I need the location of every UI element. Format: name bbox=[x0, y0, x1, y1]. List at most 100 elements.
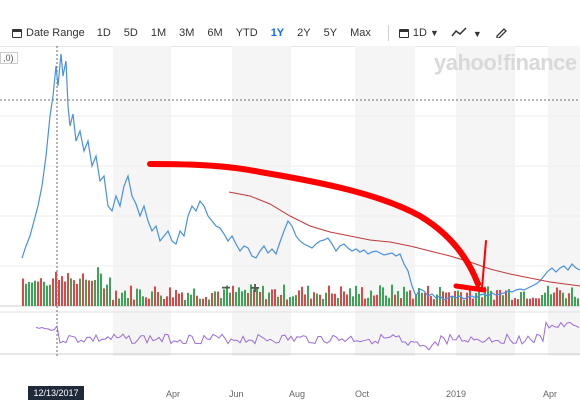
volume-bar bbox=[184, 299, 186, 306]
volume-bar bbox=[370, 290, 372, 306]
volume-bar bbox=[490, 290, 492, 306]
volume-bar bbox=[316, 293, 318, 306]
volume-bar bbox=[214, 291, 216, 306]
volume-bar bbox=[472, 298, 474, 306]
chevron-down-icon: ▼ bbox=[429, 28, 439, 38]
annotation-arrow-head-vertical bbox=[481, 240, 487, 289]
volume-bar bbox=[97, 267, 99, 306]
volume-bar bbox=[394, 294, 396, 306]
volume-bar bbox=[463, 299, 465, 306]
volume-bar bbox=[202, 298, 204, 306]
volume-bar bbox=[385, 295, 387, 306]
volume-bar bbox=[70, 278, 72, 306]
range-3m[interactable]: 3M bbox=[179, 27, 195, 39]
volume-bar bbox=[520, 292, 522, 306]
volume-bar bbox=[466, 292, 468, 306]
x-label-2019: 2019 bbox=[446, 389, 467, 399]
volume-bar bbox=[421, 292, 423, 306]
volume-bar bbox=[376, 294, 378, 306]
x-label-oct: Oct bbox=[355, 389, 370, 399]
volume-bar bbox=[337, 297, 339, 306]
range-1m[interactable]: 1M bbox=[150, 27, 167, 39]
range-1d[interactable]: 1D bbox=[96, 27, 111, 39]
volume-bar bbox=[49, 284, 51, 306]
volume-bar bbox=[235, 292, 237, 306]
volume-bar bbox=[274, 289, 276, 306]
volume-bar bbox=[307, 285, 309, 306]
volume-bar bbox=[352, 296, 354, 306]
volume-bar bbox=[223, 289, 225, 306]
zoom-out-button[interactable]: − bbox=[221, 280, 231, 297]
volume-bar bbox=[397, 291, 399, 306]
line-chart-icon bbox=[451, 26, 467, 36]
volume-bar bbox=[493, 299, 495, 306]
range-1y[interactable]: 1Y bbox=[270, 27, 285, 39]
volume-bar bbox=[277, 296, 279, 306]
y-value-label: ,0) bbox=[0, 52, 18, 64]
chart-type-dropdown[interactable]: ▼ bbox=[451, 26, 482, 40]
volume-bar bbox=[106, 284, 108, 306]
range-6m[interactable]: 6M bbox=[207, 27, 223, 39]
zoom-in-button[interactable]: + bbox=[250, 280, 260, 297]
volume-bar bbox=[562, 292, 564, 306]
price-line bbox=[21, 53, 580, 301]
volume-bar bbox=[364, 298, 366, 306]
volume-bar bbox=[514, 298, 516, 306]
volume-bar bbox=[460, 292, 462, 306]
volume-bar bbox=[157, 292, 159, 306]
range-max[interactable]: Max bbox=[350, 27, 371, 39]
volume-bar bbox=[340, 286, 342, 306]
volume-bar bbox=[85, 279, 87, 306]
volume-bar bbox=[61, 276, 63, 306]
volume-bar bbox=[529, 298, 531, 306]
price-chart[interactable] bbox=[0, 46, 580, 356]
volume-bar bbox=[532, 297, 534, 306]
volume-bar bbox=[52, 278, 54, 306]
volume-bar bbox=[109, 277, 111, 306]
volume-bar bbox=[100, 273, 102, 306]
volume-bar bbox=[244, 289, 246, 306]
volume-bar bbox=[34, 280, 36, 306]
volume-bar bbox=[505, 290, 507, 306]
volume-bar bbox=[133, 299, 135, 306]
date-range-button[interactable]: Date Range bbox=[12, 27, 85, 39]
annotation-arrow-stroke bbox=[147, 161, 481, 287]
chart-toolbar: Date Range 1D 5D 1M 3M 6M YTD 1Y 2Y 5Y M… bbox=[0, 20, 580, 47]
volume-bar bbox=[115, 290, 117, 306]
volume-bar bbox=[67, 273, 69, 306]
volume-bar bbox=[166, 296, 168, 306]
volume-bar bbox=[103, 288, 105, 306]
volume-bar bbox=[55, 271, 57, 306]
volume-bar bbox=[406, 291, 408, 306]
volume-bar bbox=[37, 281, 39, 306]
range-5y[interactable]: 5Y bbox=[323, 27, 338, 39]
volume-bar bbox=[535, 298, 537, 306]
volume-bar bbox=[163, 298, 165, 306]
volume-bar bbox=[256, 287, 258, 306]
volume-bar bbox=[571, 287, 573, 306]
volume-bar bbox=[91, 280, 93, 306]
interval-label: 1D bbox=[412, 27, 427, 39]
volume-bar bbox=[343, 291, 345, 306]
volume-bar bbox=[544, 292, 546, 306]
range-5d[interactable]: 5D bbox=[123, 27, 138, 39]
volume-bar bbox=[502, 295, 504, 306]
volume-bar bbox=[43, 281, 45, 306]
volume-bar bbox=[271, 289, 273, 306]
volume-bar bbox=[334, 293, 336, 306]
volume-bar bbox=[112, 299, 114, 306]
volume-bar bbox=[124, 290, 126, 306]
volume-bar bbox=[436, 294, 438, 306]
volume-bar bbox=[481, 297, 483, 306]
range-ytd[interactable]: YTD bbox=[235, 27, 258, 39]
volume-bar bbox=[319, 294, 321, 306]
x-label-apr: Apr bbox=[166, 389, 181, 399]
volume-bar bbox=[178, 293, 180, 306]
draw-button[interactable] bbox=[495, 26, 507, 41]
interval-dropdown[interactable]: 1D ▼ bbox=[398, 27, 439, 39]
range-2y[interactable]: 2Y bbox=[297, 27, 311, 39]
month-band bbox=[113, 46, 171, 356]
volume-bar bbox=[262, 285, 264, 306]
volume-bar bbox=[280, 294, 282, 306]
volume-bar bbox=[358, 293, 360, 306]
